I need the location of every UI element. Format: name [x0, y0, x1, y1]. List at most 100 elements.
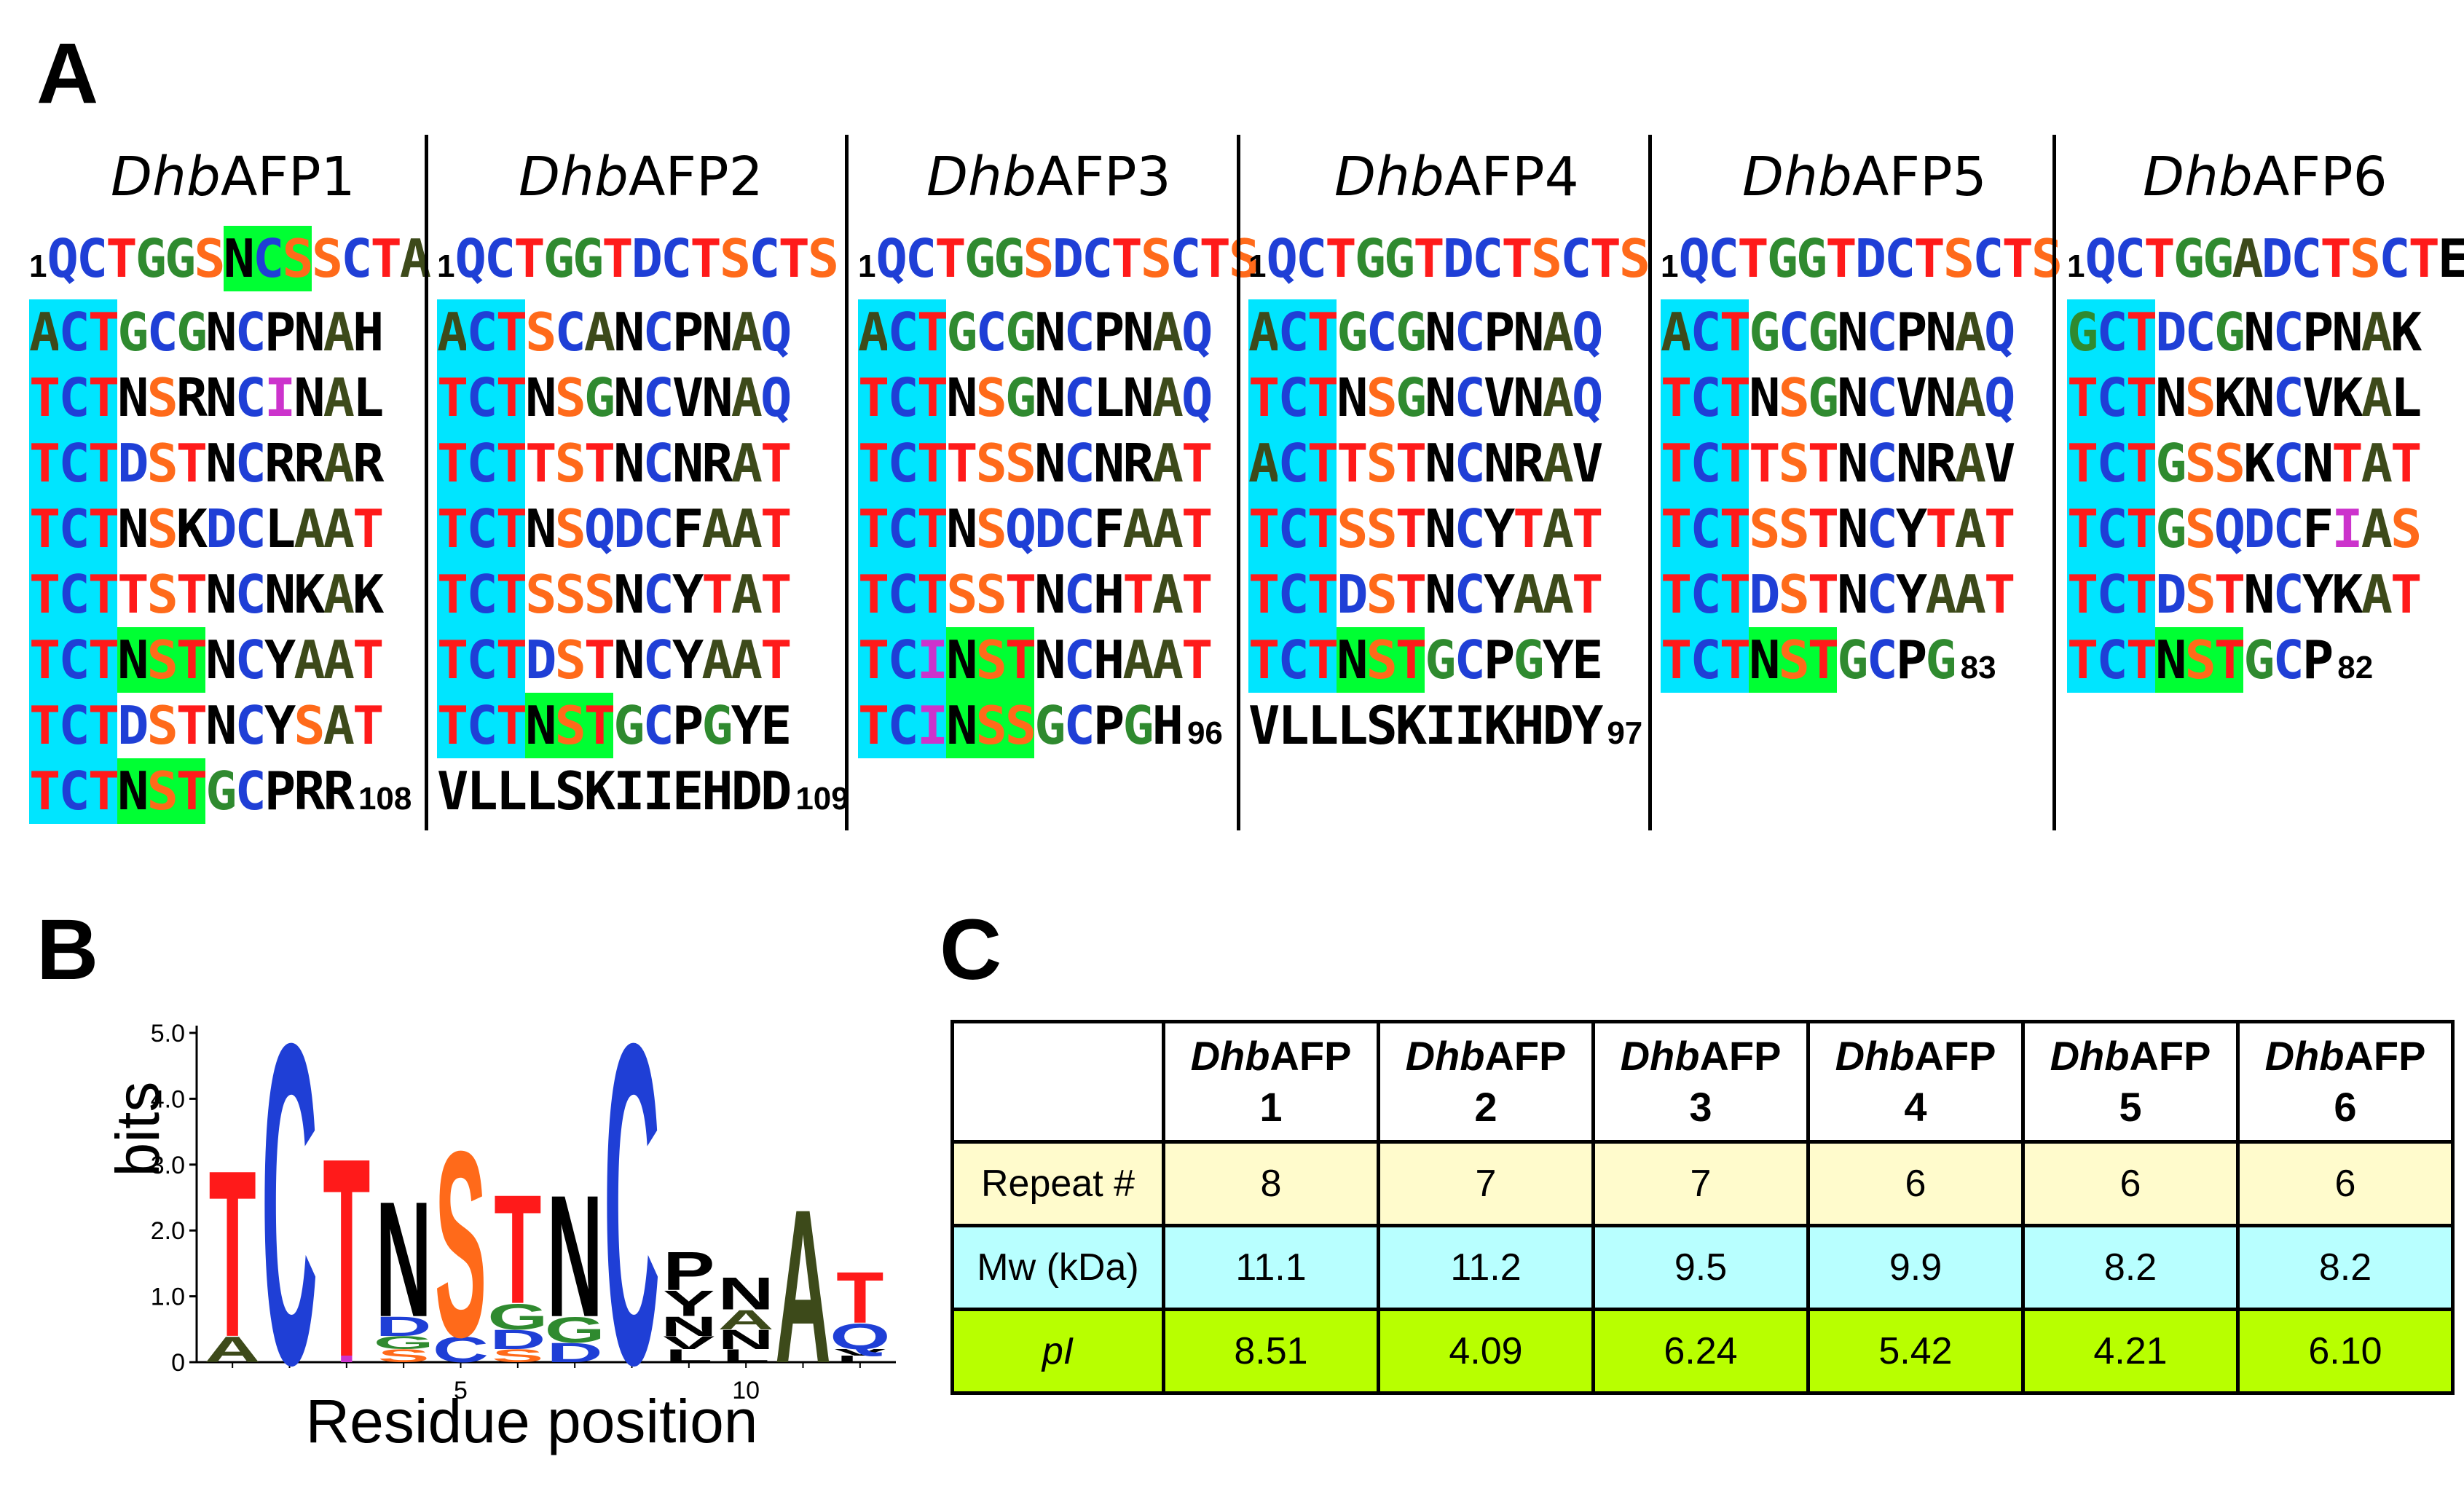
- sequence-line: 1QCTGGADCTSCTE: [2067, 226, 2464, 299]
- logo-letter: T: [209, 1121, 256, 1386]
- residue: N: [525, 693, 556, 758]
- logo-letter: L: [723, 1346, 770, 1367]
- residue: E: [2437, 228, 2464, 289]
- sequence-line: TCTSSTNCYTAT: [1661, 496, 2060, 562]
- residue: S: [146, 564, 178, 625]
- residue: A: [1152, 498, 1184, 559]
- table-cell: 9.5: [1591, 1224, 1810, 1311]
- residue: N: [205, 629, 237, 691]
- residue: A: [2361, 302, 2393, 363]
- residue: C: [253, 226, 284, 291]
- residue: A: [731, 564, 763, 625]
- residue: S: [1778, 433, 1809, 494]
- residue: K: [2331, 367, 2363, 428]
- residue: A: [294, 498, 325, 559]
- residue: C: [2096, 562, 2128, 627]
- residue: C: [1063, 367, 1095, 428]
- residue: G: [2155, 433, 2186, 494]
- residue: Q: [1571, 367, 1603, 428]
- residue: K: [176, 498, 208, 559]
- residue: I: [1454, 695, 1486, 756]
- header-number: 1: [1259, 1084, 1283, 1130]
- sequence-title-name: AFP1: [220, 146, 355, 208]
- residue: T: [916, 562, 948, 627]
- residue: Y: [1895, 564, 1927, 625]
- residue: T: [29, 627, 60, 693]
- residue: T: [495, 299, 527, 365]
- residue: S: [975, 433, 1007, 494]
- residue: C: [749, 228, 780, 289]
- residue: N: [1749, 367, 1780, 428]
- residue: C: [1866, 433, 1898, 494]
- residue: S: [2184, 627, 2216, 693]
- residue: F: [1093, 498, 1125, 559]
- logo-letter: T: [836, 1257, 883, 1338]
- residue: T: [1307, 431, 1339, 496]
- residue: G: [164, 228, 196, 289]
- header-genus: Dhb: [1835, 1033, 1915, 1079]
- residue: N: [205, 302, 237, 363]
- residue: A: [29, 299, 60, 365]
- residue: V: [437, 760, 468, 822]
- table-cell: 6: [2021, 1140, 2240, 1227]
- sequence-line: 1QCTGGSNCSSCTA: [29, 226, 431, 299]
- residue: N: [2155, 367, 2186, 428]
- sequence-line: TCTDSTNCYAAT: [437, 627, 849, 693]
- residue: N: [946, 498, 977, 559]
- header-name: AFP: [2344, 1033, 2426, 1079]
- residue: T: [1571, 498, 1603, 559]
- residue: T: [29, 431, 60, 496]
- residue: T: [2067, 365, 2098, 431]
- header-number: 4: [1904, 1084, 1927, 1130]
- residue: T: [1983, 498, 2015, 559]
- residue: Q: [583, 498, 615, 559]
- residue: L: [264, 498, 296, 559]
- sequence-line: ACTSCANCPNAQ: [437, 299, 849, 365]
- residue: I: [642, 760, 674, 822]
- residue: T: [1983, 564, 2015, 625]
- residue: N: [946, 627, 977, 693]
- residue: S: [975, 693, 1007, 758]
- sequence-line: TCTDSTNCYAAT: [1661, 562, 2060, 627]
- residue: T: [1325, 228, 1356, 289]
- residue: C: [2272, 302, 2304, 363]
- residue: V: [672, 367, 704, 428]
- residue: I: [613, 760, 645, 822]
- residue: C: [554, 302, 586, 363]
- residue: S: [1023, 228, 1054, 289]
- table-corner-cell: [950, 1020, 1165, 1144]
- residue: T: [583, 433, 615, 494]
- residue: T: [352, 629, 384, 691]
- residue: N: [1034, 629, 1066, 691]
- residue: T: [2125, 627, 2157, 693]
- residue: T: [760, 433, 792, 494]
- residue: T: [87, 299, 119, 365]
- residue: N: [1483, 433, 1515, 494]
- residue: T: [1395, 564, 1427, 625]
- residue: S: [1618, 228, 1650, 289]
- table-column-header: DhbAFP 1: [1162, 1020, 1380, 1144]
- residue: T: [1181, 564, 1213, 625]
- residue: C: [1278, 562, 1310, 627]
- residue: N: [205, 695, 237, 756]
- residue: C: [642, 367, 674, 428]
- residue: T: [1307, 562, 1339, 627]
- residue: S: [1004, 693, 1036, 758]
- residue: C: [887, 627, 919, 693]
- residue: Q: [1004, 498, 1036, 559]
- sequence-line: 1QCTGGTDCTSCTS: [1248, 226, 1650, 299]
- residue: T: [1661, 496, 1692, 562]
- residue: T: [1661, 365, 1692, 431]
- residue: T: [437, 627, 468, 693]
- residue: D: [760, 760, 792, 822]
- residue: A: [1954, 302, 1986, 363]
- logo-letter: T: [494, 1162, 541, 1336]
- residue: D: [205, 498, 237, 559]
- residue: E: [760, 695, 792, 756]
- logo-letter: V: [663, 1333, 715, 1353]
- residue: C: [1295, 228, 1327, 289]
- table-column-header: DhbAFP 4: [1806, 1020, 2025, 1144]
- residue: P: [2302, 302, 2334, 363]
- residue: T: [602, 228, 633, 289]
- sequence-line: TCTNSGNCVNAQ: [1248, 365, 1648, 431]
